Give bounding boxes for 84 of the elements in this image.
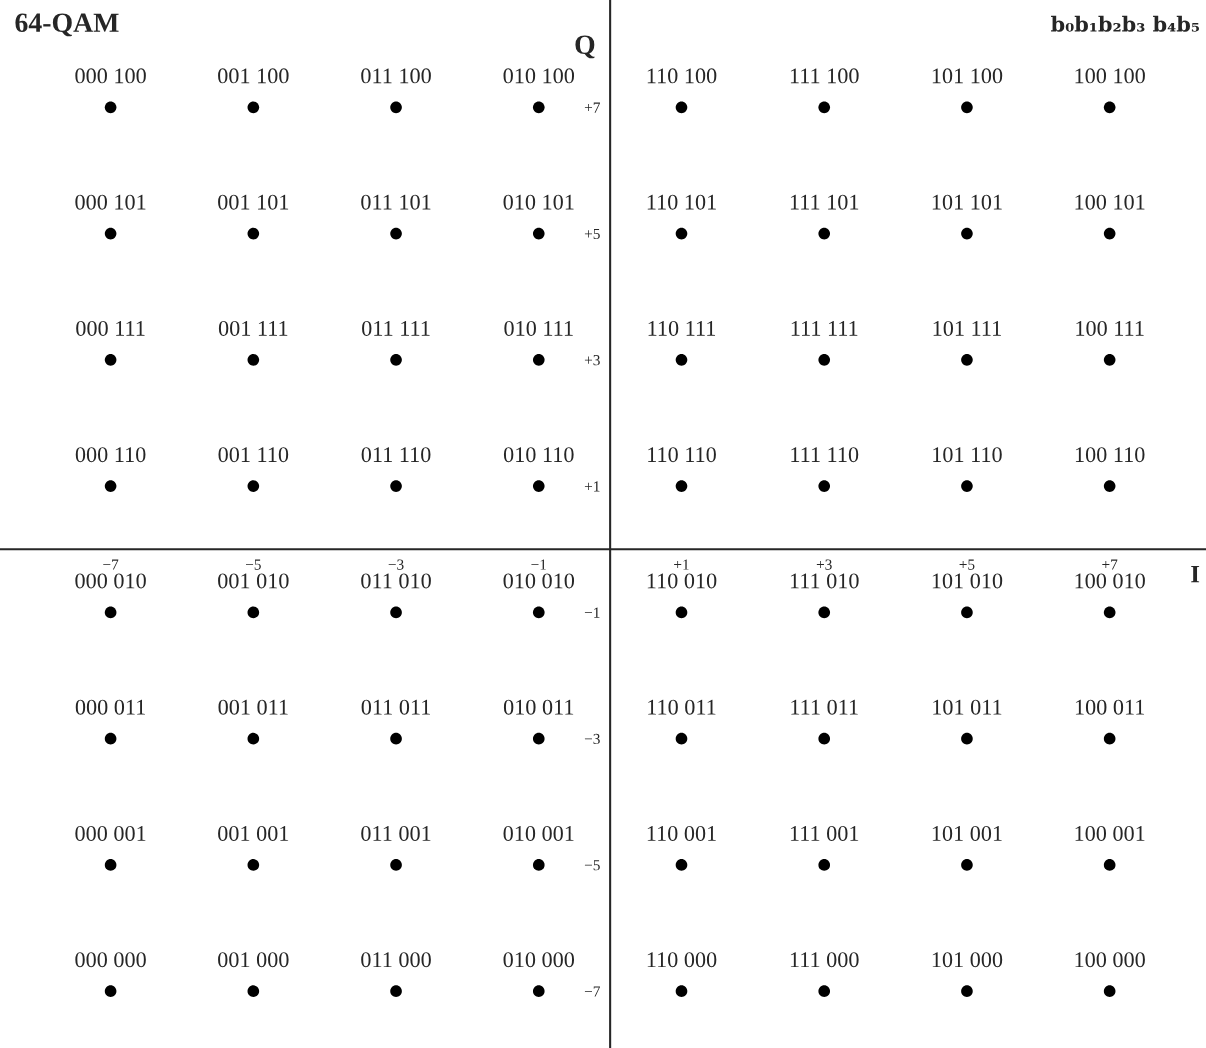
- annotation: 000 000: [75, 952, 146, 968]
- annotation: 000 011: [75, 699, 145, 715]
- annotation: 001 111: [218, 320, 288, 336]
- y-tick-label: +3: [584, 355, 600, 366]
- annotation: 100 000: [1075, 952, 1145, 968]
- annotation: 111 000: [790, 952, 859, 968]
- annotation: 111 101: [790, 194, 859, 210]
- annotation: 110 100: [647, 68, 717, 84]
- annotation: 001 110: [218, 447, 289, 463]
- annotation: 010 111: [504, 320, 573, 336]
- annotation: 001 011: [218, 699, 288, 715]
- annotation: 100 011: [1075, 699, 1145, 715]
- x-tick-label: +5: [959, 559, 975, 570]
- annotation: 111 111: [791, 321, 858, 336]
- annotation: b₀b₁b₂b₃ b₄b₅: [1051, 15, 1200, 32]
- annotation: 100 010: [1075, 573, 1145, 589]
- annotation: 100 110: [1075, 447, 1145, 463]
- y-tick-label: +5: [584, 228, 600, 240]
- y-axis-title: Q: [575, 35, 595, 59]
- annotation: 101 010: [932, 573, 1003, 589]
- annotation: 101 101: [932, 194, 1002, 210]
- annotation: 100 100: [1075, 68, 1145, 84]
- annotation: 101 110: [933, 447, 1002, 463]
- y-tick-label: −1: [584, 607, 600, 618]
- annotation: 100 101: [1075, 194, 1145, 210]
- annotation: 011 101: [361, 194, 431, 210]
- annotation: 110 101: [647, 194, 716, 210]
- annotation: 111 001: [790, 825, 859, 841]
- annotation: 011 100: [361, 68, 431, 84]
- annotation: 110 010: [647, 573, 717, 589]
- annotation: 011 001: [361, 825, 431, 841]
- annotation: 111 011: [791, 699, 858, 715]
- annotation: 100 001: [1075, 825, 1145, 841]
- y-tick-label: −5: [584, 860, 600, 871]
- x-tick-label: −3: [388, 559, 404, 570]
- annotation: 000 100: [75, 68, 146, 84]
- annotation: 101 111: [933, 320, 1001, 336]
- annotation: 110 001: [647, 825, 716, 841]
- annotation: 101 100: [932, 68, 1003, 84]
- annotation: 000 010: [75, 573, 146, 589]
- annotation: 000 001: [75, 825, 146, 841]
- annotation: 000 110: [75, 447, 146, 463]
- annotation: 100 111: [1076, 320, 1144, 336]
- annotation: 001 100: [218, 68, 289, 84]
- annotation: 110 011: [648, 699, 716, 715]
- y-tick-label: +7: [584, 102, 600, 113]
- annotation: 010 010: [503, 573, 575, 589]
- annotation: 101 001: [932, 825, 1002, 841]
- x-tick-label: −5: [245, 559, 261, 570]
- annotation: 010 110: [503, 447, 574, 463]
- annotation: 010 011: [503, 699, 574, 715]
- x-tick-label: +1: [674, 559, 689, 570]
- y-tick-label: −3: [584, 733, 600, 745]
- annotation: 011 111: [362, 320, 430, 336]
- y-tick-label: −7: [584, 986, 600, 997]
- annotation: 001 010: [218, 573, 289, 589]
- annotation: 000 101: [75, 194, 146, 210]
- annotation: 110 000: [647, 952, 717, 968]
- annotation: 101 011: [933, 699, 1002, 715]
- annotation: 010 100: [503, 68, 575, 84]
- annotation: 010 101: [503, 194, 574, 210]
- x-axis-title: I: [1191, 565, 1200, 583]
- y-tick-label: +1: [584, 481, 600, 492]
- annotation: 010 001: [503, 825, 574, 841]
- annotation: 011 010: [361, 573, 431, 589]
- annotation: 001 101: [218, 194, 289, 210]
- annotation: 111 110: [791, 447, 859, 463]
- chart-title: 64-QAM: [15, 13, 119, 37]
- x-tick-label: +7: [1102, 559, 1118, 570]
- annotation: 010 000: [503, 952, 575, 968]
- annotation: 000 111: [76, 320, 145, 336]
- annotation: 111 100: [790, 68, 859, 84]
- annotation: 011 000: [361, 952, 431, 968]
- annotation: 110 110: [648, 447, 716, 463]
- annotation: 110 111: [648, 320, 716, 336]
- annotation: 101 000: [932, 952, 1003, 968]
- x-tick-label: −1: [531, 559, 546, 570]
- annotation: 001 000: [218, 952, 289, 968]
- x-tick-label: −7: [103, 559, 119, 570]
- annotation: 011 110: [361, 447, 431, 463]
- annotation: 001 001: [218, 825, 289, 841]
- annotation: 011 011: [361, 699, 430, 715]
- x-tick-label: +3: [816, 559, 832, 570]
- annotation: 111 010: [790, 573, 859, 589]
